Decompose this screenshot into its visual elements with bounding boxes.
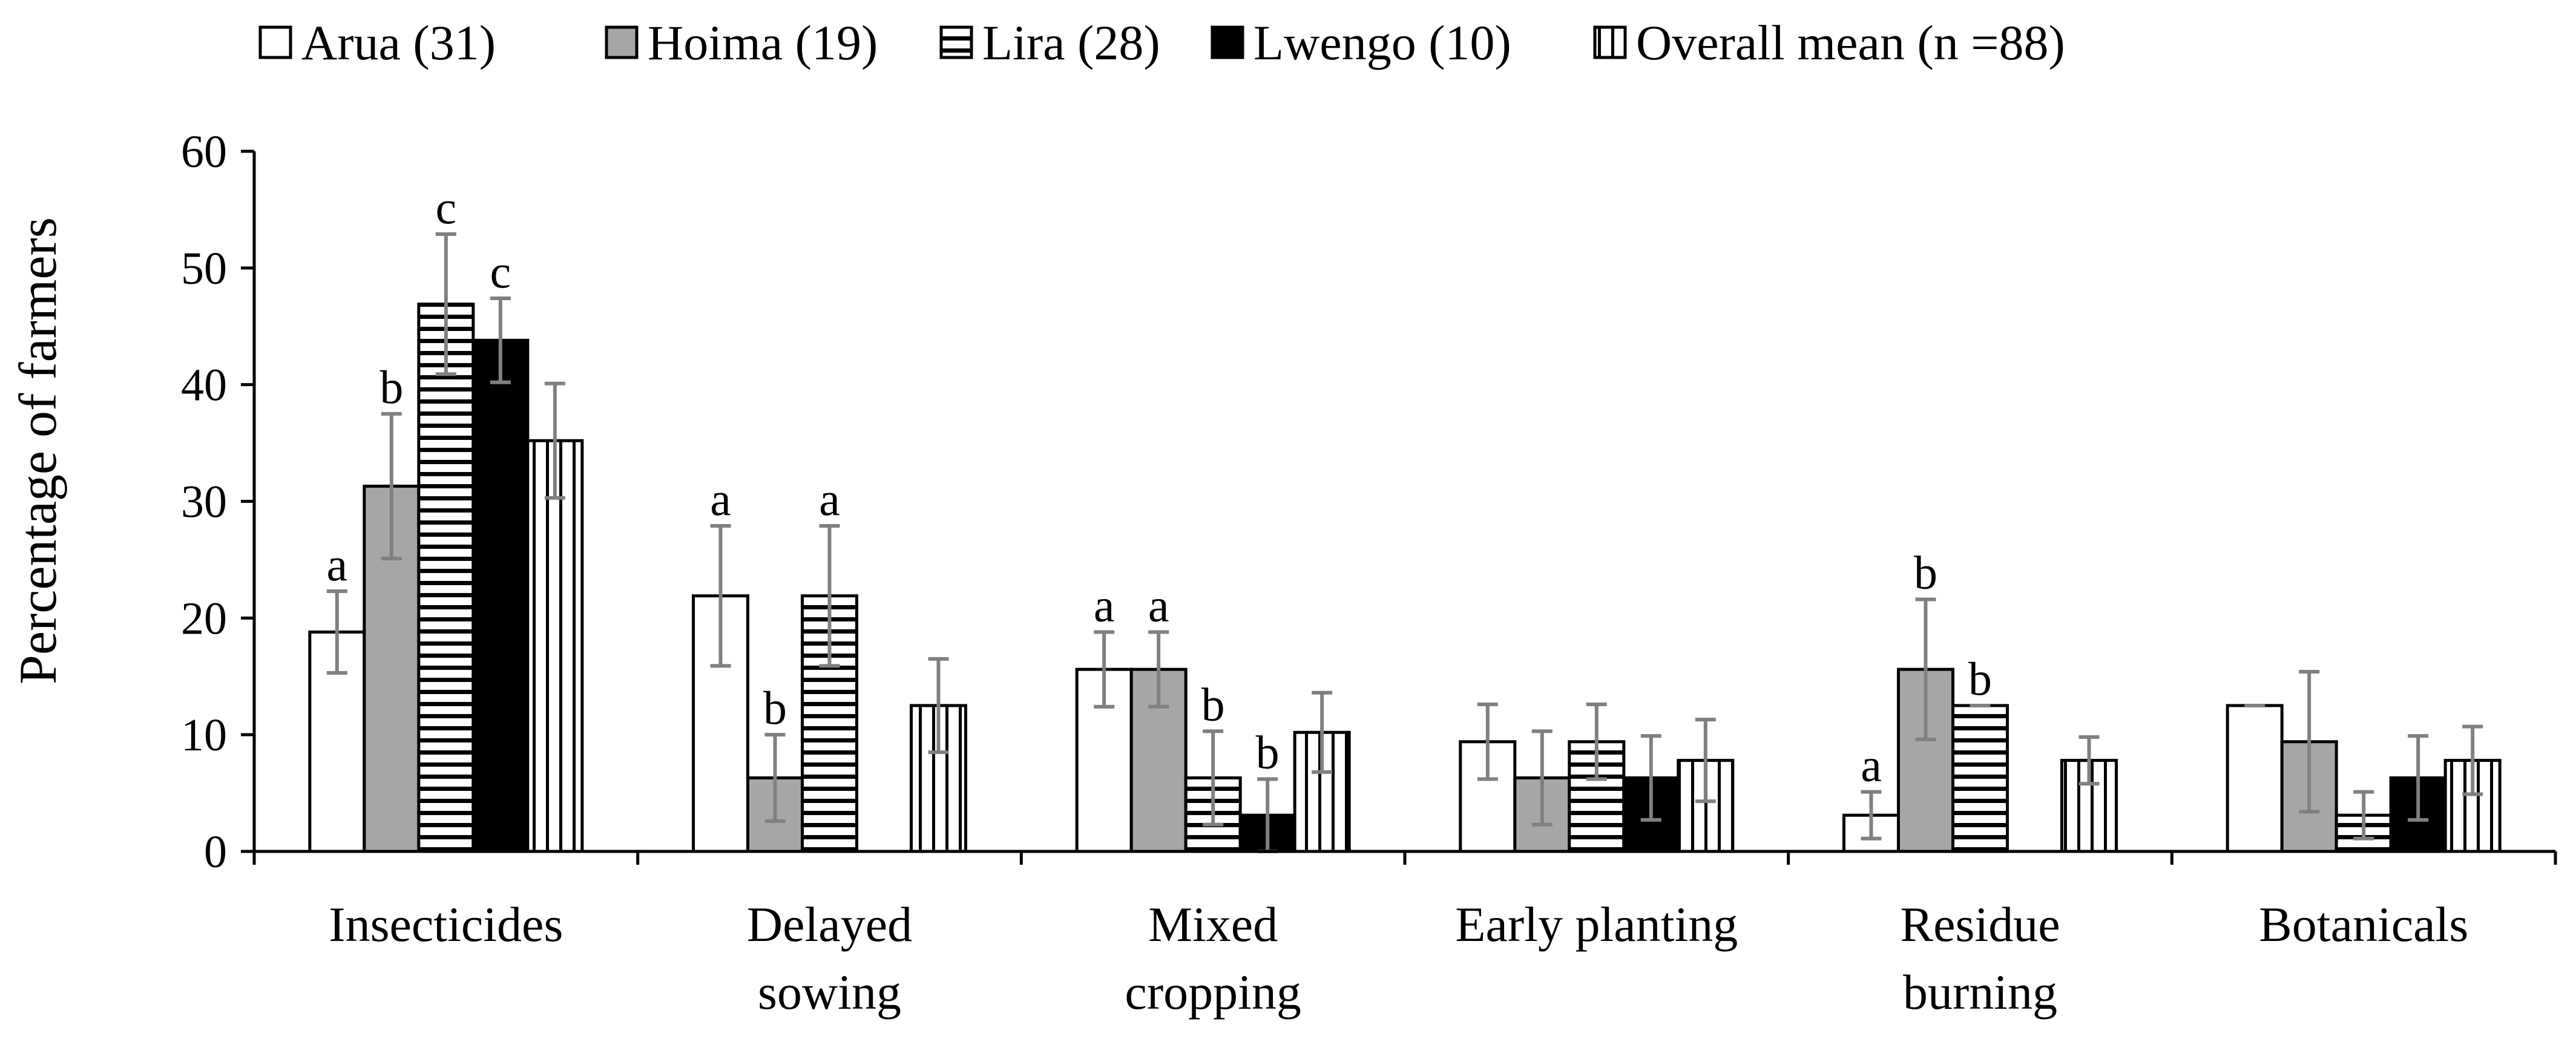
y-tick-label: 40 <box>181 360 227 411</box>
category-label: Residue <box>1900 897 2060 952</box>
significance-label: b <box>380 361 403 413</box>
y-axis-label: Percentage of farmers <box>9 217 68 684</box>
bar <box>472 338 530 853</box>
error-bars <box>326 232 2483 853</box>
legend-label: Lira (28) <box>982 15 1160 70</box>
category-label: Insecticides <box>329 897 563 952</box>
legend-swatch <box>939 25 973 59</box>
significance-label: b <box>1201 678 1225 730</box>
significance-label: b <box>763 681 787 734</box>
y-tick-label: 0 <box>204 827 227 877</box>
significance-label: a <box>1094 578 1115 631</box>
significance-label: c <box>490 245 511 298</box>
category-labels: Insecticides Delayed sowing Mixed cropping Ea… <box>329 897 2468 1020</box>
significance-label: a <box>819 473 840 525</box>
y-tick-label: 20 <box>181 593 227 644</box>
significance-label: a <box>1148 578 1169 631</box>
axes <box>241 149 2557 865</box>
category-label: sowing <box>758 965 901 1020</box>
y-tick-label: 50 <box>181 243 227 294</box>
significance-label: a <box>1861 739 1882 792</box>
bar <box>1951 704 2009 853</box>
legend-label: Arua (31) <box>301 15 496 70</box>
category-label: Delayed <box>747 897 912 952</box>
significance-label: b <box>1256 726 1280 778</box>
significance-label: c <box>436 181 457 234</box>
category-label: burning <box>1903 965 2057 1020</box>
bar <box>526 439 584 853</box>
y-tick-label: 10 <box>181 710 227 761</box>
significance-label: b <box>1914 546 1937 598</box>
significance-label: a <box>710 473 731 525</box>
bar <box>417 303 475 853</box>
category-label: Early planting <box>1455 897 1738 952</box>
legend: Arua (31) Hoima (19) Lira (28) Lwengo (10) O… <box>258 15 2065 70</box>
y-tick-label: 30 <box>181 477 227 528</box>
category-label: cropping <box>1125 965 1301 1020</box>
bars <box>308 303 2502 853</box>
y-tick-label: 60 <box>181 126 227 177</box>
legend-swatch <box>605 25 639 59</box>
legend-swatch <box>1593 25 1627 59</box>
legend-swatch <box>258 25 292 59</box>
y-tick-labels: 0 10 20 30 40 50 60 <box>181 126 227 877</box>
category-label: Botanicals <box>2259 897 2468 952</box>
legend-swatch <box>1211 25 1244 59</box>
category-label: Mixed <box>1148 897 1278 952</box>
bar <box>2226 704 2284 853</box>
significance-label: a <box>327 538 348 591</box>
legend-label: Overall mean (n =88) <box>1636 15 2065 70</box>
significance-label: b <box>1968 652 1992 705</box>
legend-label: Lwengo (10) <box>1254 15 1511 70</box>
legend-label: Hoima (19) <box>648 15 878 70</box>
